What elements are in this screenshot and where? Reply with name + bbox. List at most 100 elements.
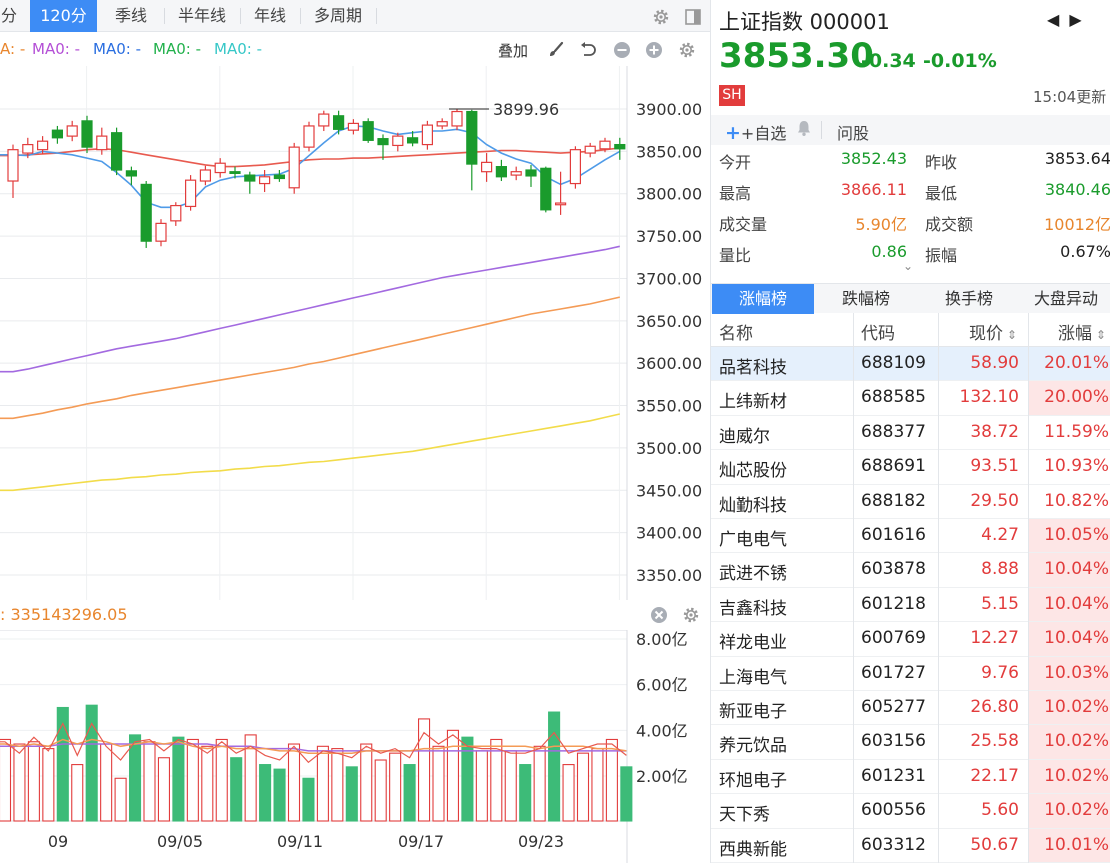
col-name-header[interactable]: 名称 [719, 324, 753, 344]
candle-body [584, 145, 596, 154]
ma-legend-item: A: - [0, 40, 26, 58]
candle-body [333, 115, 345, 130]
stock-price-cell: 5.15 [981, 593, 1019, 614]
table-row[interactable]: 广电电气 601616 4.27 10.05% [711, 519, 1110, 554]
candle-body [362, 121, 374, 141]
stock-name-cell: 上纬新材 [719, 392, 787, 413]
table-row[interactable]: 灿芯股份 688691 93.51 10.93% [711, 450, 1110, 485]
gain-highlight [1028, 828, 1110, 862]
next-stock-icon[interactable]: ▶ [1069, 10, 1082, 29]
price-chart[interactable]: 3900.00 3850.00 3800.00 3750.00 3700.00 3650.… [0, 66, 710, 600]
draw-brush-icon[interactable] [546, 40, 566, 60]
stock-pct-cell: 10.04% [1044, 559, 1109, 580]
stock-pct-cell: 10.02% [1044, 731, 1109, 752]
table-row[interactable]: 迪威尔 688377 38.72 11.59% [711, 416, 1110, 451]
stock-pct-cell: 10.04% [1044, 593, 1109, 614]
table-row[interactable]: 天下秀 600556 5.60 10.02% [711, 794, 1110, 829]
column-divider [938, 313, 939, 863]
volume-bar [591, 748, 604, 822]
stock-price-cell: 58.90 [970, 353, 1019, 373]
undo-icon[interactable] [578, 40, 598, 60]
stock-name-cell: 广电电气 [719, 530, 787, 550]
ask-stock-button[interactable]: 问股 [837, 124, 870, 143]
candle-body [421, 124, 433, 146]
volume-bar [461, 736, 474, 822]
table-row[interactable]: 环旭电子 601231 22.17 10.02% [711, 759, 1110, 795]
table-row[interactable]: 新亚电子 605277 26.80 10.02% [711, 691, 1110, 726]
stock-code-cell: 600556 [861, 800, 926, 821]
y-tick-label: 3800.00 [636, 185, 702, 204]
volume-bar [490, 738, 503, 822]
volume-bar [417, 718, 431, 822]
stock-pct-cell: 10.02% [1044, 697, 1109, 717]
period-tab-multi[interactable]: 多周期 [313, 6, 362, 25]
table-header: 名称 代码 现价 ⇕ 涨幅 ⇕ [711, 313, 1110, 347]
col-price-header[interactable]: 现价 ⇕ [969, 319, 1017, 344]
divider [821, 121, 822, 139]
zoom-out-icon[interactable] [612, 40, 632, 60]
table-row[interactable]: 祥龙电业 600769 12.27 10.04% [711, 622, 1110, 657]
add-favorite-label: +自选 [740, 124, 787, 143]
candle-body [170, 204, 182, 222]
col-pct-header[interactable]: 涨幅 ⇕ [1058, 319, 1106, 344]
stock-code-cell: 605277 [861, 697, 926, 717]
y-tick-label: 6.00亿 [636, 676, 688, 695]
stock-name-cell: 西典新能 [719, 839, 787, 860]
tab-turnover[interactable]: 换手榜 [944, 289, 993, 308]
close-indicator-icon[interactable] [649, 605, 669, 625]
stock-price-cell: 8.88 [981, 559, 1019, 580]
volume-bar [259, 764, 272, 822]
period-tab-120min[interactable]: 120分 [30, 0, 97, 32]
chart-settings-gear-icon[interactable] [677, 40, 697, 60]
table-row[interactable]: 吉鑫科技 601218 5.15 10.04% [711, 587, 1110, 623]
panel-toggle-icon[interactable] [683, 7, 703, 27]
col-pct-label: 涨幅 [1058, 324, 1092, 344]
stock-pct-cell: 10.02% [1044, 800, 1109, 821]
table-row[interactable]: 上海电气 601727 9.76 10.03% [711, 656, 1110, 691]
column-divider [853, 313, 854, 863]
bell-icon[interactable] [795, 119, 813, 141]
volume-bar [389, 752, 402, 822]
candle-body [288, 146, 300, 189]
stat-value: 3840.46 [1044, 180, 1110, 199]
prev-stock-icon[interactable]: ◀ [1047, 10, 1060, 29]
col-code-header[interactable]: 代码 [861, 324, 895, 344]
candle-body [185, 179, 197, 208]
period-tab-minute[interactable]: 分 [0, 6, 17, 25]
candle-body [347, 122, 359, 131]
stock-code-cell: 688691 [861, 456, 926, 477]
table-row[interactable]: 品茗科技 688109 58.90 20.01% [711, 347, 1110, 382]
table-row[interactable]: 上纬新材 688585 132.10 20.00% [711, 381, 1110, 416]
settings-gear-icon[interactable] [651, 7, 671, 27]
zoom-in-icon[interactable] [644, 40, 664, 60]
add-favorite-button[interactable]: ++自选 [725, 120, 786, 144]
tab-gainers[interactable]: 涨幅榜 [712, 284, 814, 314]
volume-bar [143, 741, 156, 822]
table-row[interactable]: 养元饮品 603156 25.58 10.02% [711, 725, 1110, 760]
period-tab-year[interactable]: 年线 [253, 6, 286, 25]
y-tick-label: 2.00亿 [636, 767, 688, 786]
chevron-down-icon[interactable]: ⌄ [903, 259, 914, 273]
stock-code-cell: 601727 [861, 662, 926, 683]
volume-bar [71, 764, 84, 822]
ma-legend-item: MA0: - [153, 40, 201, 58]
indicator-settings-gear-icon[interactable] [681, 605, 701, 625]
volume-chart[interactable]: 8.00亿 6.00亿 4.00亿 2.00亿 09 09/05 09/11 09/17 09/… [0, 630, 710, 863]
table-row[interactable]: 武进不锈 603878 8.88 10.04% [711, 553, 1110, 588]
stock-name-cell: 灿芯股份 [719, 461, 787, 482]
tab-market-alerts[interactable]: 大盘异动 [1033, 289, 1098, 308]
overlay-button[interactable]: 叠加 [498, 42, 529, 60]
candle-body [451, 110, 463, 127]
tab-losers[interactable]: 跌幅榜 [841, 289, 890, 308]
y-tick-label: 3550.00 [636, 397, 702, 416]
stock-price-cell: 26.80 [970, 697, 1019, 717]
table-row[interactable]: 西典新能 603312 50.67 10.01% [711, 828, 1110, 863]
y-tick-label: 3650.00 [636, 312, 702, 331]
candle-body [273, 174, 285, 180]
stock-code-cell: 688182 [861, 490, 926, 511]
table-row[interactable]: 灿勤科技 688182 29.50 10.82% [711, 485, 1110, 519]
period-tab-halfyear[interactable]: 半年线 [177, 6, 226, 25]
volume-bar [562, 764, 575, 822]
period-tab-quarter[interactable]: 季线 [114, 6, 147, 25]
